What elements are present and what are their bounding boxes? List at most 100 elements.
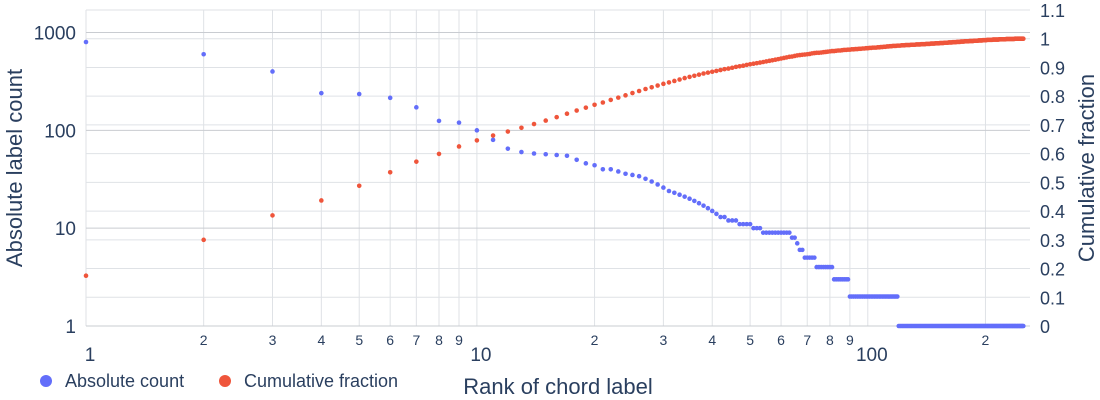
data-point <box>666 80 672 85</box>
y-right-tick-label: 0.7 <box>1040 116 1065 136</box>
x-tick-label: 7 <box>412 332 420 348</box>
data-point <box>661 81 666 87</box>
data-point <box>737 64 742 69</box>
x-tick-label: 5 <box>355 332 363 348</box>
data-point <box>709 69 715 75</box>
x-tick-label: 100 <box>856 345 888 366</box>
data-point <box>1021 36 1026 42</box>
data-point <box>564 153 570 159</box>
x-tick-label: 10 <box>470 345 491 366</box>
data-point <box>608 97 614 103</box>
data-point <box>687 196 692 202</box>
x-tick-label: 2 <box>982 332 990 348</box>
x-tick-label: 6 <box>386 332 394 348</box>
data-point <box>574 157 579 163</box>
data-point <box>474 138 480 143</box>
y-right-tick-label: 0.2 <box>1040 260 1065 280</box>
data-point <box>531 121 537 127</box>
data-point <box>696 200 702 206</box>
data-point <box>751 225 756 231</box>
y-left-tick-label: 1000 <box>34 24 76 45</box>
y-right-tick-label: 0 <box>1040 317 1050 337</box>
legend-label-cumulative-fraction: Cumulative fraction <box>244 371 398 391</box>
y-left-axis-title: Absolute label count <box>2 69 27 267</box>
data-point <box>201 51 206 57</box>
y-right-tick-label: 0.8 <box>1040 87 1065 107</box>
data-point <box>722 66 727 72</box>
data-point <box>705 205 711 211</box>
data-point <box>754 225 760 231</box>
right-y-axis-ticks: 0 0.1 0.2 0.3 0.4 0.5 0.6 0.7 0.8 0.9 1 1.1 <box>1040 1 1065 337</box>
legend-marker-cumulative-fraction <box>219 375 231 387</box>
y-right-tick-label: 1.1 <box>1040 1 1065 21</box>
data-point <box>740 221 746 227</box>
data-point <box>682 75 687 81</box>
data-point <box>83 39 89 45</box>
data-point <box>800 247 805 253</box>
data-point <box>643 176 648 182</box>
data-point <box>83 273 89 279</box>
data-point <box>456 144 462 149</box>
data-point <box>387 95 393 101</box>
data-point <box>692 73 697 79</box>
y-right-tick-label: 0.5 <box>1040 173 1065 193</box>
data-point <box>543 151 549 157</box>
x-tick-label: 2 <box>200 332 208 348</box>
grid-lines <box>85 9 1030 327</box>
data-point <box>729 218 735 223</box>
data-point <box>490 133 496 138</box>
data-point <box>692 198 697 204</box>
data-point <box>812 255 817 260</box>
left-y-axis-ticks: 1 10 100 1000 <box>34 24 76 338</box>
x-tick-label: 9 <box>455 332 463 348</box>
y-right-tick-label: 0.9 <box>1040 58 1065 78</box>
data-point <box>543 118 549 123</box>
data-point <box>623 171 628 177</box>
x-tick-label: 9 <box>846 332 854 348</box>
data-point <box>270 213 275 218</box>
data-point <box>201 237 206 243</box>
data-point <box>794 241 800 246</box>
x-tick-label: 1 <box>85 345 96 366</box>
data-point <box>356 183 362 189</box>
legend-item-cumulative-fraction[interactable]: Cumulative fraction <box>219 371 398 391</box>
data-point <box>636 173 642 179</box>
data-point <box>687 74 692 80</box>
y-right-tick-label: 0.3 <box>1040 231 1065 251</box>
data-point <box>564 111 570 117</box>
data-point <box>592 102 597 108</box>
data-point <box>726 66 731 71</box>
data-point <box>740 63 746 69</box>
data-point <box>682 194 687 199</box>
data-point <box>600 166 606 172</box>
data-point <box>701 203 706 208</box>
data-point <box>714 211 719 217</box>
x-tick-label: 6 <box>777 332 785 348</box>
data-point <box>319 198 324 203</box>
data-point <box>895 294 900 299</box>
data-point <box>718 67 723 73</box>
data-point <box>490 137 496 143</box>
data-point <box>696 72 702 77</box>
data-point <box>744 221 749 227</box>
data-point <box>583 161 589 166</box>
legend-item-absolute-count[interactable]: Absolute count <box>40 371 184 391</box>
data-point <box>456 120 462 125</box>
data-point <box>787 230 792 235</box>
data-point <box>744 62 749 68</box>
y-right-tick-label: 0.1 <box>1040 288 1065 308</box>
x-tick-label: 8 <box>826 332 834 348</box>
x-tick-label: 3 <box>660 332 668 348</box>
x-tick-label: 4 <box>317 332 325 348</box>
data-point <box>722 214 727 220</box>
data-point <box>600 100 606 105</box>
data-point <box>792 235 797 240</box>
data-point <box>672 78 677 84</box>
data-point <box>726 218 731 223</box>
y-left-tick-label: 1 <box>65 317 76 338</box>
data-point <box>554 152 559 158</box>
data-point <box>554 114 559 120</box>
data-point <box>519 125 524 131</box>
